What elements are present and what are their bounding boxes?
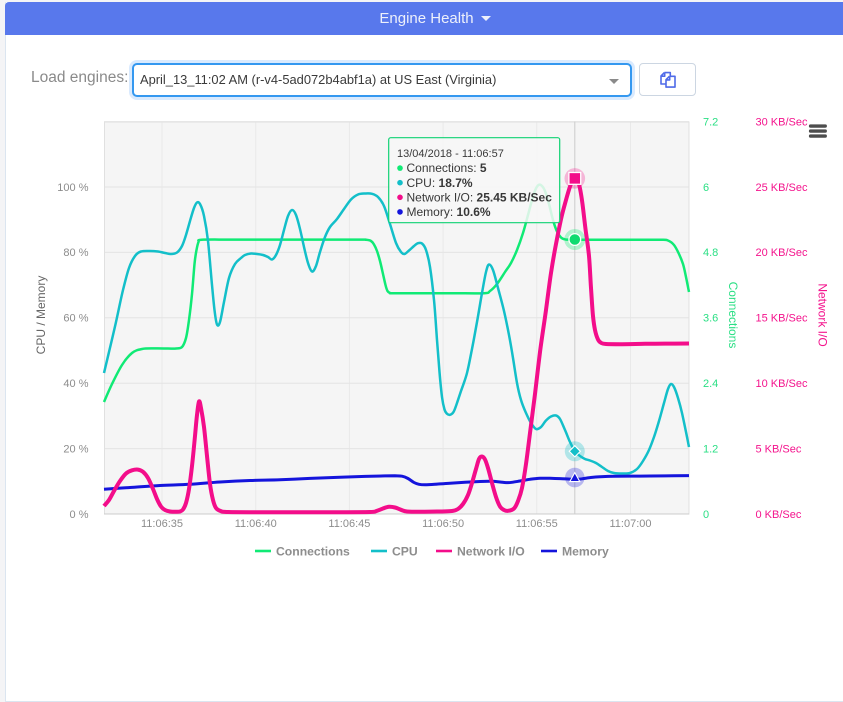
svg-text:3.6: 3.6 (703, 313, 718, 325)
svg-text:Network I/O: Network I/O (457, 545, 525, 559)
svg-text:CPU / Memory: CPU / Memory (34, 276, 48, 355)
svg-text:Memory: 10.6%: Memory: 10.6% (407, 205, 491, 219)
svg-text:15 KB/Sec: 15 KB/Sec (756, 313, 808, 325)
svg-text:CPU: CPU (392, 545, 418, 559)
svg-text:Network I/O: 25.45 KB/Sec: Network I/O: 25.45 KB/Sec (407, 190, 553, 204)
svg-text:Connections: Connections (276, 545, 350, 559)
svg-text:7.2: 7.2 (703, 116, 718, 128)
svg-text:20 %: 20 % (63, 443, 88, 455)
svg-text:0 %: 0 % (70, 509, 89, 521)
svg-text:Connections: 5: Connections: 5 (407, 161, 487, 175)
svg-text:CPU: 18.7%: CPU: 18.7% (407, 176, 473, 190)
svg-text:25 KB/Sec: 25 KB/Sec (756, 182, 808, 194)
svg-text:11:06:55: 11:06:55 (516, 518, 558, 530)
svg-text:80 %: 80 % (63, 247, 88, 259)
svg-text:0: 0 (703, 509, 709, 521)
svg-text:6: 6 (703, 182, 709, 194)
svg-text:10 KB/Sec: 10 KB/Sec (756, 378, 808, 390)
svg-text:5 KB/Sec: 5 KB/Sec (756, 443, 802, 455)
svg-text:20 KB/Sec: 20 KB/Sec (756, 247, 808, 259)
svg-text:1.2: 1.2 (703, 443, 718, 455)
svg-text:11:06:40: 11:06:40 (235, 518, 277, 530)
svg-text:11:07:00: 11:07:00 (609, 518, 651, 530)
svg-text:11:06:45: 11:06:45 (328, 518, 370, 530)
svg-text:Connections: Connections (726, 282, 740, 349)
svg-text:60 %: 60 % (63, 313, 88, 325)
svg-text:2.4: 2.4 (703, 378, 718, 390)
svg-text:Network I/O: Network I/O (816, 283, 830, 346)
svg-text:100 %: 100 % (57, 182, 88, 194)
svg-text:40 %: 40 % (63, 378, 88, 390)
svg-text:11:06:50: 11:06:50 (422, 518, 464, 530)
svg-text:0 KB/Sec: 0 KB/Sec (756, 509, 802, 521)
svg-text:4.8: 4.8 (703, 247, 718, 259)
svg-text:Memory: Memory (562, 545, 609, 559)
svg-text:11:06:35: 11:06:35 (141, 518, 183, 530)
svg-text:13/04/2018 - 11:06:57: 13/04/2018 - 11:06:57 (397, 148, 504, 160)
svg-text:30 KB/Sec: 30 KB/Sec (756, 116, 808, 128)
